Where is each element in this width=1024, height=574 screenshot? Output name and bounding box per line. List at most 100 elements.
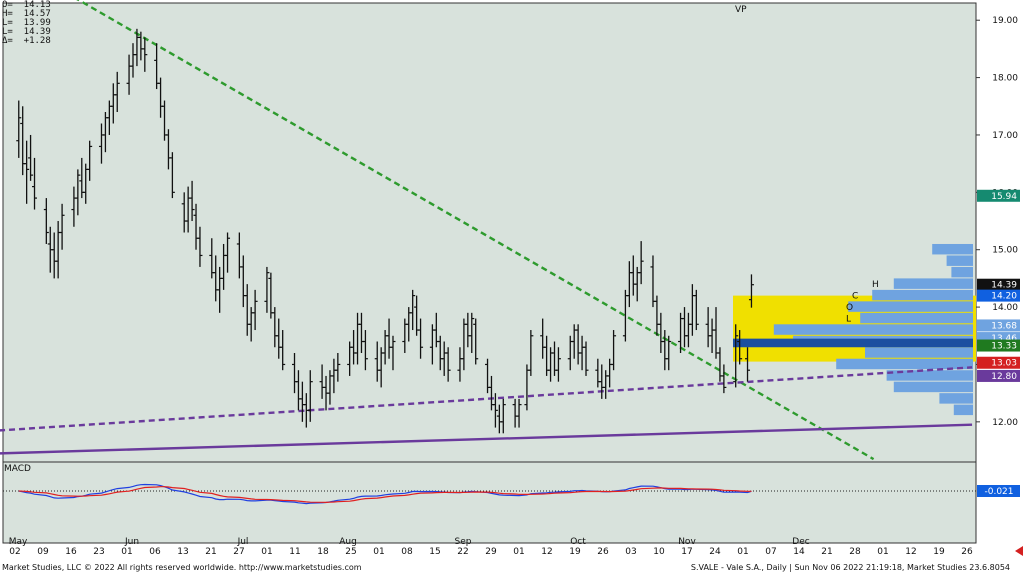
x-day-label: 23 bbox=[93, 547, 104, 557]
ohlc-bar bbox=[16, 100, 22, 158]
scroll-right-arrow-icon[interactable] bbox=[1015, 546, 1023, 556]
volume-profile-bar bbox=[893, 278, 973, 289]
volume-profile-label: VP bbox=[735, 5, 747, 15]
x-day-label: 14 bbox=[793, 547, 805, 557]
last-value: L= 14.39 bbox=[2, 27, 51, 37]
x-day-label: 24 bbox=[709, 547, 721, 557]
y-tick-label: 18.00 bbox=[992, 74, 1018, 84]
x-day-label: 08 bbox=[401, 547, 413, 557]
ohlc-bar bbox=[169, 152, 175, 199]
open-value: O= 14.13 bbox=[2, 0, 51, 10]
x-month-label: Jul bbox=[237, 537, 249, 547]
trendline-overlays bbox=[0, 0, 973, 461]
price-label: 13.03 bbox=[991, 359, 1017, 369]
ohlc-bar bbox=[445, 347, 451, 382]
chart-info-text: S.VALE - Vale S.A., Daily | Sun Nov 06 2… bbox=[690, 563, 1010, 572]
macd-axis: -0.021 bbox=[977, 485, 1020, 497]
x-day-label: 01 bbox=[513, 547, 524, 557]
vp-marker-c: C bbox=[852, 292, 858, 302]
low-value: L= 13.99 bbox=[2, 18, 51, 28]
x-day-label: 21 bbox=[205, 547, 216, 557]
signal-line bbox=[18, 486, 752, 504]
high-value: H= 14.57 bbox=[2, 9, 51, 19]
ohlc-bar bbox=[500, 398, 506, 434]
volume-profile-bar bbox=[951, 266, 973, 278]
macd-panel-background bbox=[2, 461, 977, 544]
footer: Market Studies, LLC © 2022 All rights re… bbox=[0, 561, 1024, 574]
x-day-label: 06 bbox=[149, 547, 161, 557]
ohlc-bar bbox=[189, 180, 195, 222]
price-label-box bbox=[977, 369, 1020, 382]
volume-profile-bar bbox=[773, 324, 973, 335]
support-solid bbox=[0, 423, 973, 455]
ohlc-bar bbox=[75, 169, 81, 216]
price-label-box bbox=[977, 339, 1020, 352]
macd-value-label-box bbox=[977, 485, 1020, 497]
ohlc-bar bbox=[59, 203, 65, 250]
x-day-label: 19 bbox=[933, 547, 945, 557]
ohlc-bar bbox=[87, 140, 93, 181]
ohlc-bar bbox=[142, 37, 148, 72]
ohlc-bar bbox=[32, 157, 38, 210]
x-day-label: 29 bbox=[485, 547, 497, 557]
volume-profile-bar bbox=[939, 393, 973, 404]
macd-line bbox=[18, 483, 752, 505]
ohlc-bar bbox=[638, 241, 644, 285]
price-label-box bbox=[977, 319, 1020, 332]
ohlc-bar bbox=[410, 289, 416, 331]
ohlc-bar bbox=[492, 393, 498, 428]
price-panel-background bbox=[2, 2, 977, 463]
price-label: 14.39 bbox=[991, 281, 1017, 291]
x-day-label: 07 bbox=[765, 547, 776, 557]
volume-profile-bar bbox=[872, 289, 973, 301]
x-day-label: 15 bbox=[429, 547, 440, 557]
ohlc-bar bbox=[666, 335, 672, 371]
x-day-label: 01 bbox=[121, 547, 132, 557]
ohlc-bar bbox=[264, 266, 270, 313]
volume-profile-bar bbox=[836, 358, 973, 370]
volume-profile bbox=[733, 243, 976, 416]
ohlc-bar bbox=[611, 330, 617, 371]
macd-value-label: -0.021 bbox=[984, 487, 1013, 497]
x-month-label: Aug bbox=[339, 537, 357, 547]
x-day-label: 11 bbox=[289, 547, 300, 557]
ohlc-bar bbox=[43, 198, 49, 244]
x-day-label: 28 bbox=[849, 547, 861, 557]
ohlc-bar bbox=[528, 330, 534, 376]
vp-markers: H COL bbox=[846, 280, 879, 324]
volume-profile-bar bbox=[848, 301, 973, 312]
copyright-text: Market Studies, LLC © 2022 All rights re… bbox=[2, 563, 362, 572]
x-day-label: 03 bbox=[625, 547, 636, 557]
ohlc-bar bbox=[280, 330, 286, 371]
vp-marker-l: L bbox=[846, 315, 851, 325]
ohlc-bar bbox=[737, 330, 743, 365]
volume-profile-bar bbox=[860, 312, 973, 324]
price-label: 12.80 bbox=[991, 372, 1017, 382]
ohlc-bar bbox=[390, 335, 396, 371]
x-day-label: 26 bbox=[961, 547, 973, 557]
support-dashed bbox=[0, 366, 973, 432]
vp-marker-h: H bbox=[872, 280, 879, 290]
ohlc-bar bbox=[197, 226, 203, 267]
x-day-label: 12 bbox=[905, 547, 916, 557]
x-day-label: 17 bbox=[681, 547, 692, 557]
y-tick-label: 19.00 bbox=[992, 16, 1018, 26]
x-day-label: 01 bbox=[261, 547, 272, 557]
ohlc-bar bbox=[307, 370, 313, 422]
volume-profile-bar bbox=[893, 381, 973, 393]
poc-bar bbox=[733, 338, 973, 348]
price-label-box bbox=[977, 289, 1020, 302]
x-month-label: Oct bbox=[570, 537, 586, 547]
price-label-box bbox=[977, 356, 1020, 369]
ohlc-bar bbox=[418, 318, 424, 359]
y-tick-label: 14.00 bbox=[992, 303, 1018, 313]
volume-profile-bar bbox=[865, 347, 973, 358]
price-label: 13.46 bbox=[991, 334, 1017, 344]
x-month-label: Sep bbox=[455, 537, 472, 547]
ohlc-bar bbox=[252, 289, 258, 331]
volume-profile-bar bbox=[946, 255, 973, 266]
x-month-label: Dec bbox=[792, 537, 809, 547]
y-tick-label: 15.00 bbox=[992, 246, 1018, 256]
ohlc-bar bbox=[745, 347, 751, 382]
